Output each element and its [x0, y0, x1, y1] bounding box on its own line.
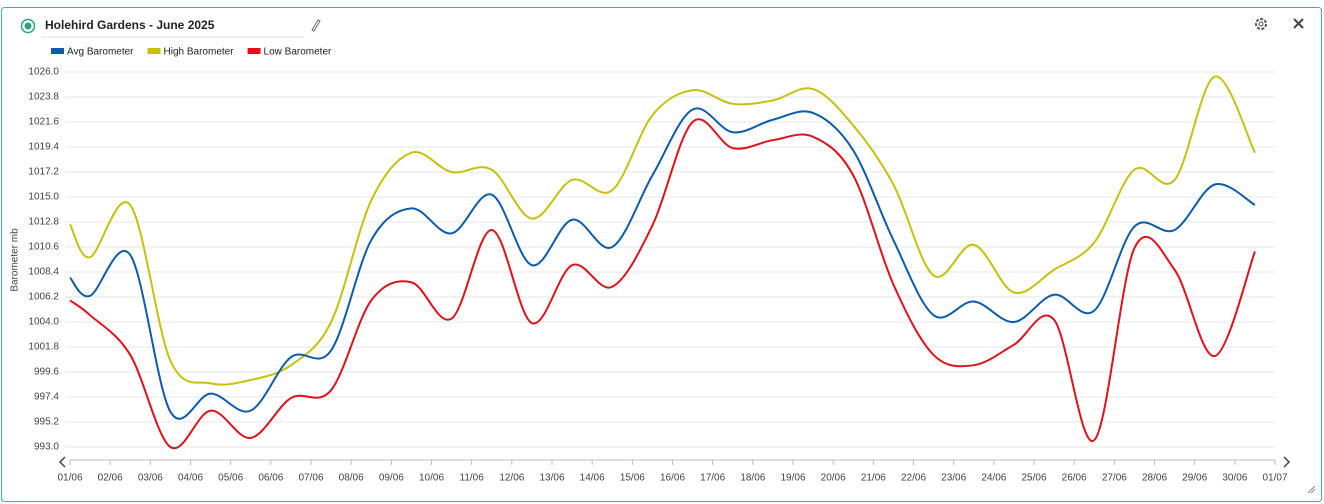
x-tick-label: 20/06 [821, 473, 846, 484]
y-tick-label: 1023.8 [28, 92, 59, 103]
x-tick-label: 08/06 [339, 473, 364, 484]
x-tick-label: 01/06 [57, 473, 82, 484]
x-tick-label: 24/06 [981, 473, 1006, 484]
x-tick-label: 03/06 [138, 473, 163, 484]
x-tick-label: 09/06 [379, 473, 404, 484]
series-line [69, 118, 1256, 450]
x-tick-label: 26/06 [1062, 473, 1087, 484]
y-tick-label: 1004.0 [28, 317, 59, 328]
x-tick-label: 23/06 [941, 473, 966, 484]
series-line [69, 107, 1256, 420]
settings-icon[interactable] [1255, 18, 1267, 30]
x-tick-label: 11/06 [460, 473, 485, 484]
y-tick-label: 1021.6 [28, 117, 59, 128]
y-tick-label: 1012.8 [28, 217, 59, 228]
scroll-left[interactable] [58, 456, 66, 468]
x-tick-label: 13/06 [539, 473, 564, 484]
y-tick-label: 1006.2 [28, 292, 59, 303]
status-dot [24, 22, 32, 30]
x-tick-label: 25/06 [1021, 473, 1046, 484]
y-tick-label: 1017.2 [28, 167, 59, 178]
x-tick-label: 01/07 [1262, 473, 1287, 484]
x-tick-label: 16/06 [660, 473, 685, 484]
x-tick-label: 10/06 [419, 473, 444, 484]
y-tick-label: 995.2 [34, 417, 59, 428]
y-tick-label: 1019.4 [28, 142, 59, 153]
x-tick-label: 27/06 [1102, 473, 1127, 484]
x-tick-label: 19/06 [780, 473, 805, 484]
y-tick-label: 1026.0 [28, 67, 59, 78]
x-tick-label: 06/06 [258, 473, 283, 484]
y-tick-label: 1001.8 [28, 342, 59, 353]
y-tick-label: 999.6 [34, 367, 59, 378]
y-tick-label: 1010.6 [28, 242, 59, 253]
legend-swatch [247, 48, 261, 54]
x-tick-label: 30/06 [1222, 473, 1247, 484]
legend-swatch [51, 48, 64, 54]
x-tick-label: 17/06 [700, 473, 725, 484]
legend-label: Low Barometer [264, 47, 332, 58]
x-tick-label: 22/06 [901, 473, 926, 484]
chart-title[interactable]: Holehird Gardens - June 2025 [45, 18, 215, 32]
series-line [69, 75, 1256, 386]
x-tick-label: 02/06 [98, 473, 123, 484]
y-tick-label: 1008.4 [28, 267, 59, 278]
y-axis-label: Barometer mb [10, 228, 21, 292]
legend-label: Avg Barometer [67, 47, 134, 58]
legend-swatch [147, 48, 161, 54]
legend-label: High Barometer [164, 47, 235, 58]
x-tick-label: 07/06 [298, 473, 323, 484]
edit-icon[interactable] [311, 19, 321, 32]
x-tick-label: 04/06 [178, 473, 203, 484]
y-tick-label: 993.0 [34, 442, 59, 453]
x-tick-label: 15/06 [620, 473, 645, 484]
x-tick-label: 12/06 [499, 473, 524, 484]
x-tick-label: 21/06 [861, 473, 886, 484]
scroll-right[interactable] [1283, 456, 1291, 468]
x-tick-label: 18/06 [740, 473, 765, 484]
x-tick-label: 14/06 [580, 473, 605, 484]
x-tick-label: 29/06 [1182, 473, 1207, 484]
status-icon [20, 18, 36, 34]
x-tick-label: 05/06 [218, 473, 243, 484]
close-icon[interactable] [1293, 18, 1304, 29]
resize-handle[interactable] [1307, 485, 1316, 494]
y-tick-label: 997.4 [34, 392, 59, 403]
x-tick-label: 28/06 [1142, 473, 1167, 484]
panel-frame [1, 7, 1322, 502]
y-tick-label: 1015.0 [28, 192, 59, 203]
